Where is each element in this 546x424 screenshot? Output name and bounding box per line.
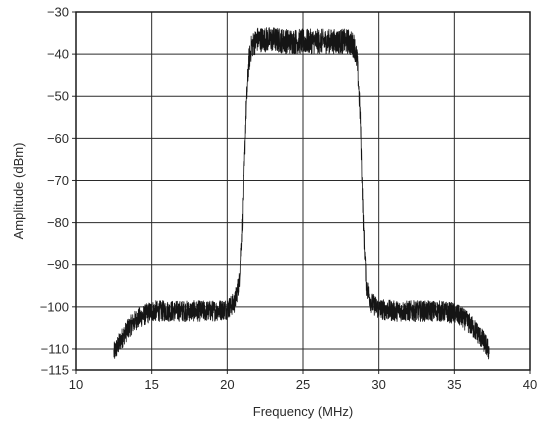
y-axis-label: Amplitude (dBm) [11, 143, 26, 240]
spectrum-trace [113, 27, 490, 360]
x-tick-label: 25 [296, 377, 310, 392]
y-tick-labels: −30 −40 −50 −60 −70 −80 −90 −100 −110 −115 [40, 5, 69, 378]
y-tick-label: −90 [47, 257, 69, 272]
x-tick-label: 30 [371, 377, 385, 392]
y-tick-label: −70 [47, 173, 69, 188]
y-tick-label: −115 [41, 363, 69, 378]
x-tick-label: 10 [69, 377, 83, 392]
y-tick-label: −80 [47, 215, 69, 230]
y-tick-label: −100 [40, 299, 69, 314]
y-tick-label: −40 [47, 47, 69, 62]
x-tick-labels: 10 15 20 25 30 35 40 [69, 377, 537, 392]
x-tick-label: 15 [144, 377, 158, 392]
plot-frame [75, 11, 531, 371]
x-axis-label: Frequency (MHz) [253, 404, 353, 419]
x-tick-label: 35 [447, 377, 461, 392]
y-tick-label: −60 [47, 131, 69, 146]
x-tick-label: 40 [523, 377, 537, 392]
x-tick-label: 20 [220, 377, 234, 392]
y-tick-label: −110 [41, 341, 69, 356]
y-tick-label: −30 [47, 5, 69, 20]
y-tick-label: −50 [47, 89, 69, 104]
